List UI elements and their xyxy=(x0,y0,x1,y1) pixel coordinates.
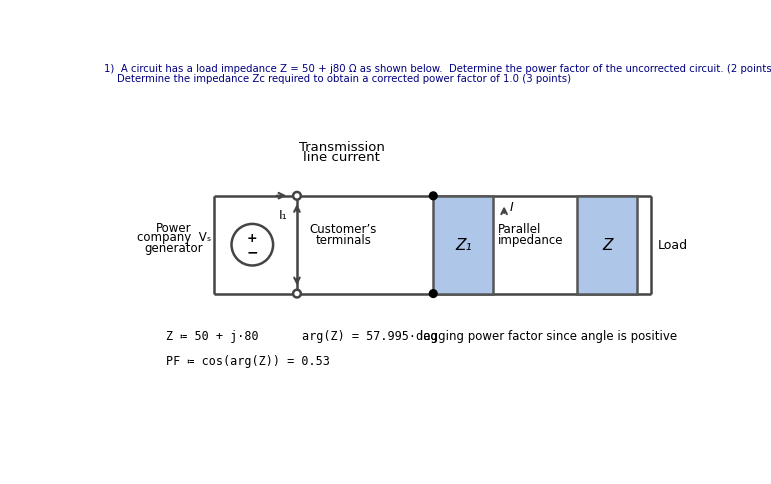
Text: +: + xyxy=(247,232,258,245)
Circle shape xyxy=(293,193,301,200)
Text: −: − xyxy=(247,245,258,259)
Text: arg(Z) = 57.995·deg: arg(Z) = 57.995·deg xyxy=(302,329,438,342)
Text: Transmission: Transmission xyxy=(298,141,385,154)
Text: Customer’s: Customer’s xyxy=(309,223,377,236)
Circle shape xyxy=(429,290,437,298)
Text: Load: Load xyxy=(658,239,688,252)
Circle shape xyxy=(293,290,301,298)
Text: Z: Z xyxy=(602,238,612,253)
Text: company  Vₛ: company Vₛ xyxy=(136,231,210,243)
Text: line current: line current xyxy=(303,151,380,164)
Text: Z₁: Z₁ xyxy=(455,238,472,253)
Text: I: I xyxy=(510,201,513,213)
Text: generator: generator xyxy=(144,242,203,255)
Text: I₁: I₁ xyxy=(279,209,288,222)
Text: PF ≔ cos(arg(Z)) = 0.53: PF ≔ cos(arg(Z)) = 0.53 xyxy=(166,354,330,367)
Text: terminals: terminals xyxy=(315,234,371,247)
Bar xyxy=(433,197,493,294)
Text: Parallel: Parallel xyxy=(498,223,541,236)
Text: lagging power factor since angle is positive: lagging power factor since angle is posi… xyxy=(420,329,677,342)
Text: Determine the impedance Zc required to obtain a corrected power factor of 1.0 (3: Determine the impedance Zc required to o… xyxy=(104,74,571,83)
Text: Power: Power xyxy=(156,222,191,234)
Text: impedance: impedance xyxy=(498,234,564,247)
Text: 1)  A circuit has a load impedance Z = 50 + j80 Ω as shown below.  Determine the: 1) A circuit has a load impedance Z = 50… xyxy=(104,63,771,74)
Text: Z ≔ 50 + j·80: Z ≔ 50 + j·80 xyxy=(166,329,259,342)
Bar xyxy=(577,197,638,294)
Circle shape xyxy=(429,193,437,200)
